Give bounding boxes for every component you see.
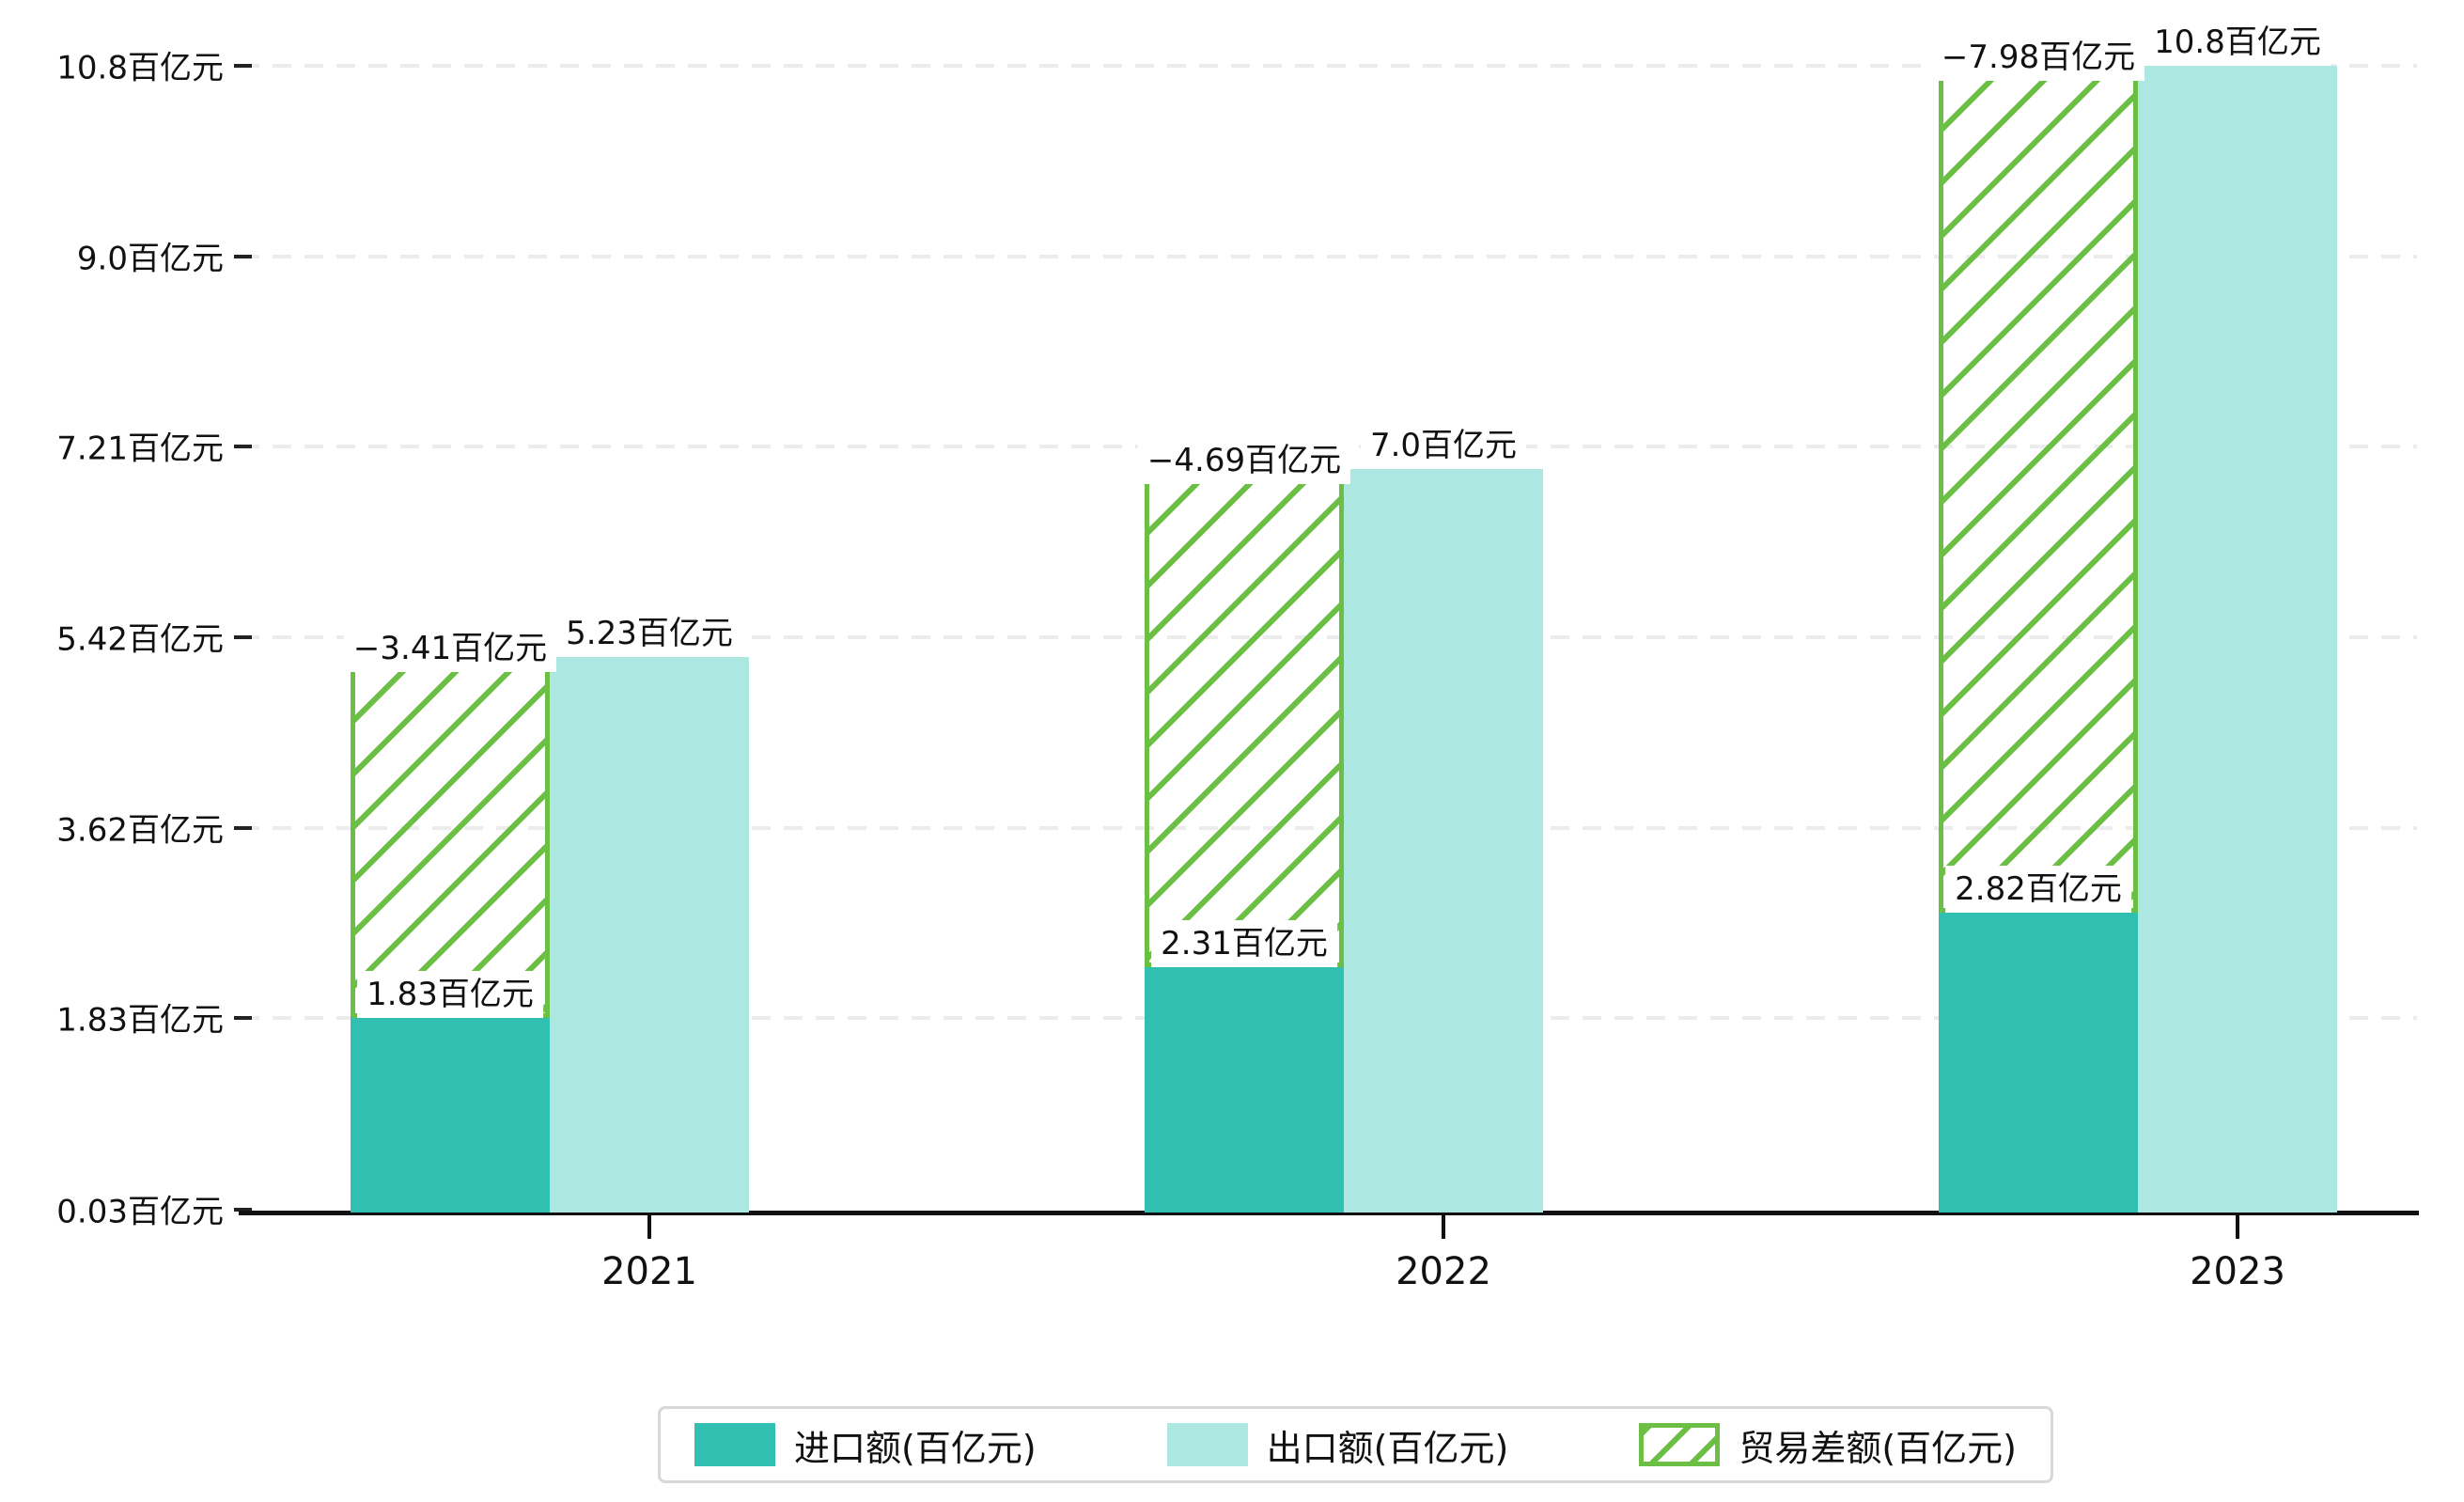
- y-axis-tick-label: 1.83百亿元: [56, 1001, 224, 1040]
- trade-balance-bar-2022[interactable]: [1145, 469, 1344, 967]
- x-axis-tick-mark-2021: [647, 1215, 651, 1239]
- import-swatch-icon: [694, 1423, 775, 1466]
- export-bar-2021[interactable]: [550, 657, 749, 1213]
- y-axis-tick-mark: [234, 825, 252, 830]
- x-axis-line: [239, 1211, 2419, 1215]
- y-axis-tick-label: 0.03百亿元: [56, 1193, 224, 1231]
- export-value-label-2021: 5.23百亿元: [556, 609, 742, 658]
- export-swatch-icon: [1166, 1423, 1248, 1466]
- x-axis-category-label-2022: 2022: [1396, 1250, 1491, 1293]
- y-axis-tick-mark: [234, 634, 252, 639]
- y-axis-tick-mark: [234, 1016, 252, 1021]
- x-axis-tick-mark-2022: [1442, 1215, 1445, 1239]
- import-value-label-2021: 1.83百亿元: [357, 971, 543, 1019]
- y-axis-tick-label: 7.21百亿元: [56, 430, 224, 468]
- legend: 进口额(百亿元) 出口额(百亿元) 贸易差额(百亿元): [658, 1406, 2053, 1483]
- legend-label-import: 进口额(百亿元): [794, 1427, 1037, 1469]
- legend-item-import[interactable]: 进口额(百亿元): [694, 1419, 1037, 1471]
- balance-hatch-swatch-icon: [1639, 1423, 1721, 1466]
- legend-label-balance: 贸易差额(百亿元): [1739, 1427, 2017, 1469]
- legend-label-export: 出口额(百亿元): [1266, 1427, 1509, 1469]
- export-bar-2022[interactable]: [1344, 469, 1543, 1213]
- trade-balance-bar-2023[interactable]: [1939, 65, 2138, 914]
- y-axis-tick-label: 5.42百亿元: [56, 620, 224, 659]
- trade-balance-bar-2021[interactable]: [351, 657, 550, 1019]
- y-axis-tick-label: 3.62百亿元: [56, 811, 224, 850]
- x-axis-tick-mark-2023: [2236, 1215, 2239, 1239]
- y-axis-tick-mark: [234, 1207, 252, 1212]
- balance-value-label-2023: −7.98百亿元: [1931, 33, 2145, 81]
- y-axis-tick-label: 9.0百亿元: [76, 240, 224, 278]
- import-value-label-2023: 2.82百亿元: [1945, 866, 2131, 914]
- import-value-label-2022: 2.31百亿元: [1151, 919, 1337, 967]
- x-axis-category-label-2023: 2023: [2190, 1250, 2285, 1293]
- x-axis-category-label-2021: 2021: [601, 1250, 697, 1293]
- import-bar-2023[interactable]: [1939, 913, 2138, 1213]
- gridline-9: [241, 255, 2417, 258]
- legend-item-balance[interactable]: 贸易差额(百亿元): [1639, 1419, 2017, 1471]
- import-bar-2022[interactable]: [1145, 966, 1344, 1213]
- export-bar-2023[interactable]: [2138, 65, 2337, 1213]
- y-axis-tick-mark: [234, 63, 252, 68]
- balance-value-label-2021: −3.41百亿元: [343, 624, 557, 673]
- export-value-label-2023: 10.8百亿元: [2144, 18, 2331, 66]
- legend-item-export[interactable]: 出口额(百亿元): [1166, 1419, 1509, 1471]
- export-value-label-2022: 7.0百亿元: [1360, 421, 1527, 469]
- y-axis-tick-label: 10.8百亿元: [56, 49, 224, 87]
- import-bar-2021[interactable]: [351, 1018, 550, 1213]
- gridline-10.8: [241, 63, 2417, 68]
- balance-value-label-2022: −4.69百亿元: [1137, 436, 1351, 484]
- y-axis-tick-mark: [234, 255, 252, 258]
- y-axis-tick-mark: [234, 445, 252, 449]
